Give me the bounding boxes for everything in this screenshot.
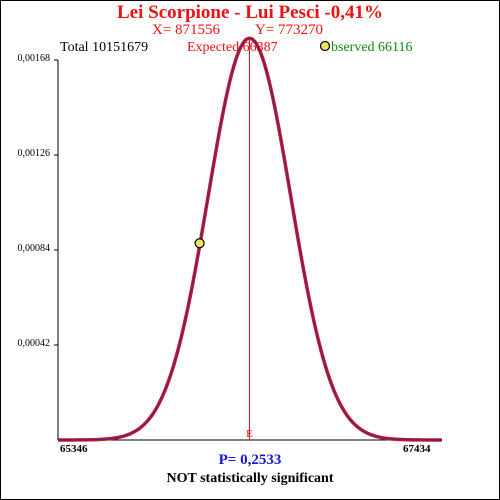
y-tick-label: 0,00084 bbox=[17, 243, 51, 254]
chart-title: Lei Scorpione - Lui Pesci -0,41% bbox=[117, 2, 383, 23]
distribution-curve bbox=[58, 36, 442, 442]
total-label: Total 10151679 bbox=[60, 40, 149, 55]
p-value: P= 0,2533 bbox=[218, 452, 282, 468]
significance-label: NOT statistically significant bbox=[166, 471, 334, 486]
distribution-curve-core bbox=[58, 37, 442, 441]
expected-line-label: E bbox=[246, 428, 253, 440]
observed-marker-icon bbox=[319, 40, 331, 52]
observed-legend: bserved 66116 bbox=[319, 40, 413, 56]
observed-point bbox=[194, 238, 205, 249]
x-tick-min: 65346 bbox=[60, 443, 88, 455]
y-tick-label: 0,00042 bbox=[17, 338, 51, 349]
y-tick-label: 0,00168 bbox=[17, 53, 51, 64]
x-count-label: X= 871556 bbox=[152, 22, 221, 38]
observed-label: bserved 66116 bbox=[331, 40, 413, 55]
y-count-label: Y= 773270 bbox=[255, 22, 324, 38]
y-tick-label: 0,00126 bbox=[17, 148, 51, 159]
x-tick-max: 67434 bbox=[403, 443, 431, 455]
